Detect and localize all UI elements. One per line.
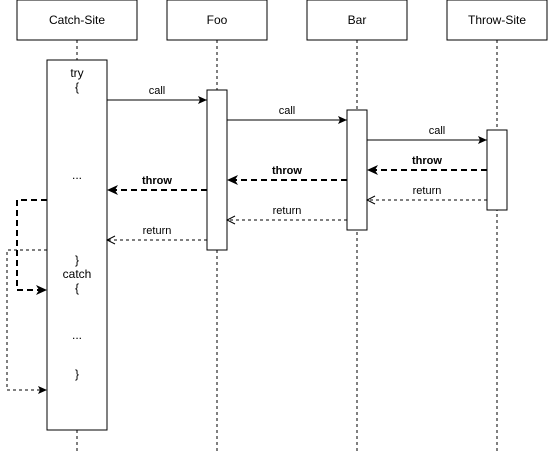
activation-foo[interactable] [206, 89, 228, 251]
open-brace: { [75, 281, 79, 295]
participant-label: Catch-Site [49, 13, 105, 27]
open-brace: { [75, 80, 79, 94]
participant-foo[interactable]: Foo [166, 0, 268, 41]
message-label: throw [412, 155, 442, 167]
message-call-bar-throw[interactable]: call [367, 125, 487, 144]
message-return-foo-catch[interactable]: return [107, 225, 207, 240]
message-label: call [149, 85, 166, 97]
participant-label: Foo [207, 13, 228, 27]
self-loop-return-to-end[interactable] [6, 249, 47, 394]
message-return-throw-bar[interactable]: return [367, 185, 487, 200]
message-label: throw [272, 165, 302, 177]
message-label: throw [142, 175, 172, 187]
message-label: call [279, 105, 296, 117]
close-brace: } [75, 253, 79, 267]
message-throw-throw-bar[interactable]: throw [367, 155, 487, 175]
try-keyword: try [70, 66, 83, 80]
lifelines [76, 40, 498, 451]
message-call-foo-bar[interactable]: call [227, 105, 347, 124]
catch-keyword: catch [63, 267, 92, 281]
ellipsis: ... [72, 168, 82, 182]
message-call-catch-foo[interactable]: call [107, 85, 207, 104]
message-return-bar-foo[interactable]: return [227, 205, 347, 220]
participant-throw-site[interactable]: Throw-Site [446, 0, 548, 41]
message-label: call [429, 125, 446, 137]
try-catch-text: try { ... } catch { ... } [63, 66, 92, 381]
activation-bar[interactable] [346, 109, 368, 231]
activation-catch-site[interactable] [46, 59, 108, 431]
message-label: return [273, 205, 302, 217]
participant-catch-site[interactable]: Catch-Site [16, 0, 138, 41]
message-throw-foo-catch[interactable]: throw [107, 175, 207, 195]
participant-bar[interactable]: Bar [306, 0, 408, 41]
close-brace: } [75, 367, 79, 381]
activation-throw-site[interactable] [486, 129, 508, 211]
message-label: return [413, 185, 442, 197]
self-loop-throw-to-catch[interactable] [16, 199, 47, 295]
participant-label: Bar [348, 13, 367, 27]
ellipsis: ... [72, 328, 82, 342]
participant-label: Throw-Site [468, 13, 526, 27]
message-throw-bar-foo[interactable]: throw [227, 165, 347, 185]
message-label: return [143, 225, 172, 237]
